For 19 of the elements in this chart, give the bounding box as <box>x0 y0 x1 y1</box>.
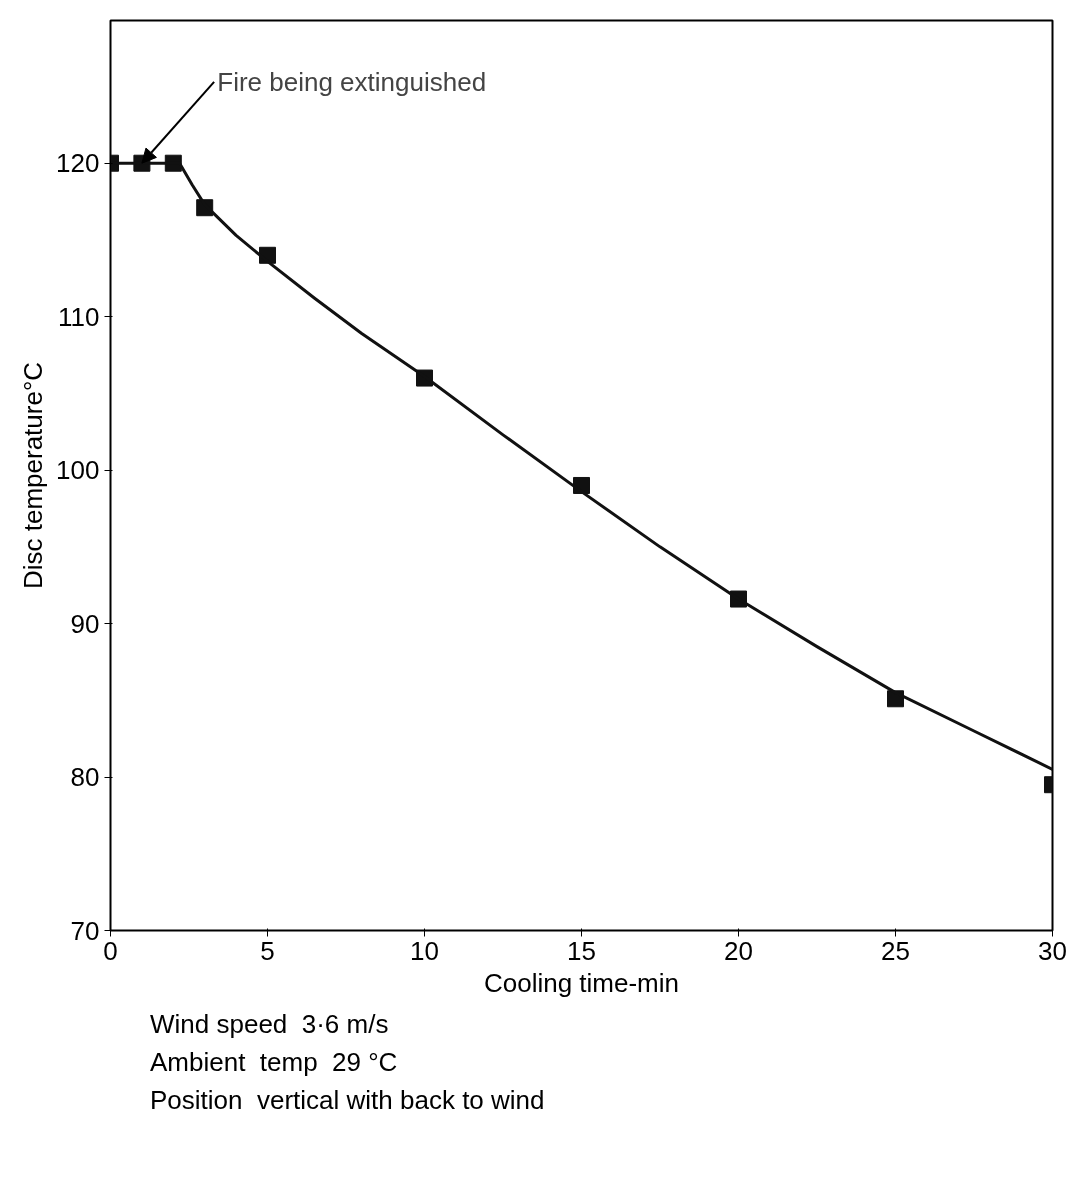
x-tick-label: 0 <box>103 935 118 966</box>
x-tick-label: 30 <box>1038 935 1067 966</box>
x-tick-label: 20 <box>724 935 753 966</box>
y-tick-label: 110 <box>58 301 100 332</box>
text: Position vertical with back to wind <box>150 1084 545 1117</box>
x-axis-title: Cooling time-min <box>483 967 680 998</box>
text: Ambient temp 29 °C <box>150 1046 399 1079</box>
x-tick-label: 25 <box>881 935 910 966</box>
y-tick-label: 70 <box>70 915 100 946</box>
y-tick-label: 120 <box>56 148 100 179</box>
y-tick-label: 80 <box>70 762 100 793</box>
y-tick-label: 90 <box>70 608 100 639</box>
x-tick-label: 5 <box>260 935 275 966</box>
y-axis-title: Disc temperature°C <box>18 361 49 590</box>
x-tick-label: 15 <box>567 935 596 966</box>
y-tick-label: 100 <box>56 455 100 486</box>
annotation: Fire being extinguished <box>217 66 487 97</box>
text: Wind speed 3·6 m/s <box>150 1008 390 1041</box>
x-tick-label: 10 <box>410 935 439 966</box>
